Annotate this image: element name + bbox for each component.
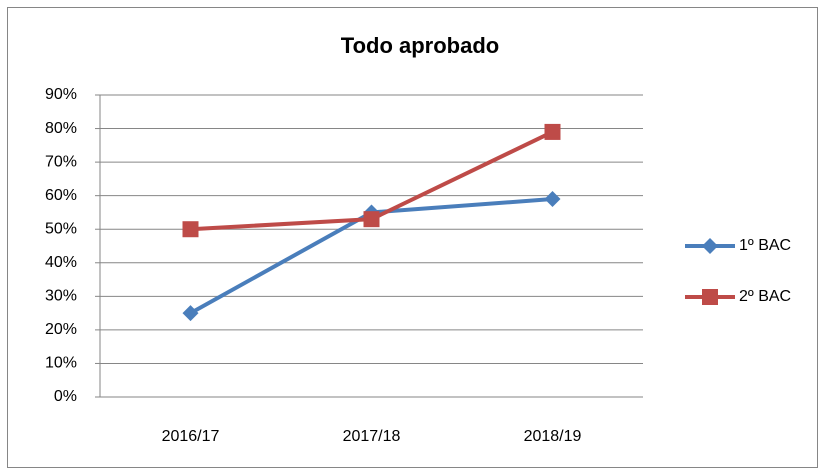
y-tick-label: 40% xyxy=(45,254,77,271)
legend-marker xyxy=(702,289,718,305)
y-tick-label: 90% xyxy=(45,86,77,103)
y-tick-label: 80% xyxy=(45,120,77,137)
chart-title: Todo aprobado xyxy=(341,33,499,58)
x-tick-label: 2018/19 xyxy=(524,428,582,445)
y-tick-label: 20% xyxy=(45,321,77,338)
legend-label: 1º BAC xyxy=(739,237,791,254)
legend-label: 2º BAC xyxy=(739,288,791,305)
legend-marker xyxy=(702,238,718,254)
y-tick-label: 50% xyxy=(45,220,77,237)
y-tick-label: 10% xyxy=(45,355,77,372)
y-tick-label: 30% xyxy=(45,288,77,305)
chart-border xyxy=(7,7,818,468)
data-point xyxy=(363,211,380,228)
data-point xyxy=(544,123,561,140)
x-tick-label: 2017/18 xyxy=(343,428,401,445)
data-point xyxy=(182,221,199,238)
data-point xyxy=(544,191,561,208)
data-point xyxy=(182,305,199,322)
y-tick-label: 70% xyxy=(45,153,77,170)
y-tick-label: 60% xyxy=(45,187,77,204)
y-tick-label: 0% xyxy=(54,388,77,405)
x-tick-label: 2016/17 xyxy=(162,428,220,445)
